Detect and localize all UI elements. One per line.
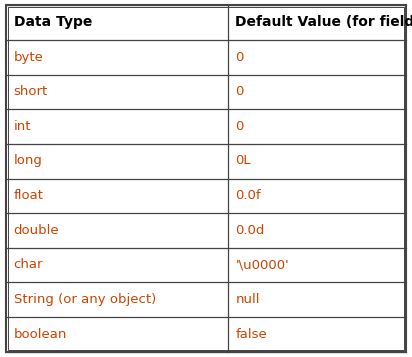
Text: short: short bbox=[14, 85, 48, 98]
Text: 0: 0 bbox=[235, 120, 244, 133]
Text: String (or any object): String (or any object) bbox=[14, 293, 156, 306]
Text: false: false bbox=[235, 328, 267, 341]
Text: boolean: boolean bbox=[14, 328, 67, 341]
Text: Data Type: Data Type bbox=[14, 15, 92, 29]
Text: int: int bbox=[14, 120, 31, 133]
Text: float: float bbox=[14, 189, 44, 202]
Text: null: null bbox=[235, 293, 260, 306]
Text: byte: byte bbox=[14, 51, 44, 64]
Text: 0L: 0L bbox=[235, 155, 251, 167]
Text: 0.0f: 0.0f bbox=[235, 189, 261, 202]
Text: '\u0000': '\u0000' bbox=[235, 258, 289, 271]
Text: 0: 0 bbox=[235, 51, 244, 64]
Text: 0.0d: 0.0d bbox=[235, 224, 265, 237]
Text: Default Value (for fields): Default Value (for fields) bbox=[235, 15, 412, 29]
Text: 0: 0 bbox=[235, 85, 244, 98]
Text: double: double bbox=[14, 224, 59, 237]
Text: char: char bbox=[14, 258, 43, 271]
Text: long: long bbox=[14, 155, 42, 167]
